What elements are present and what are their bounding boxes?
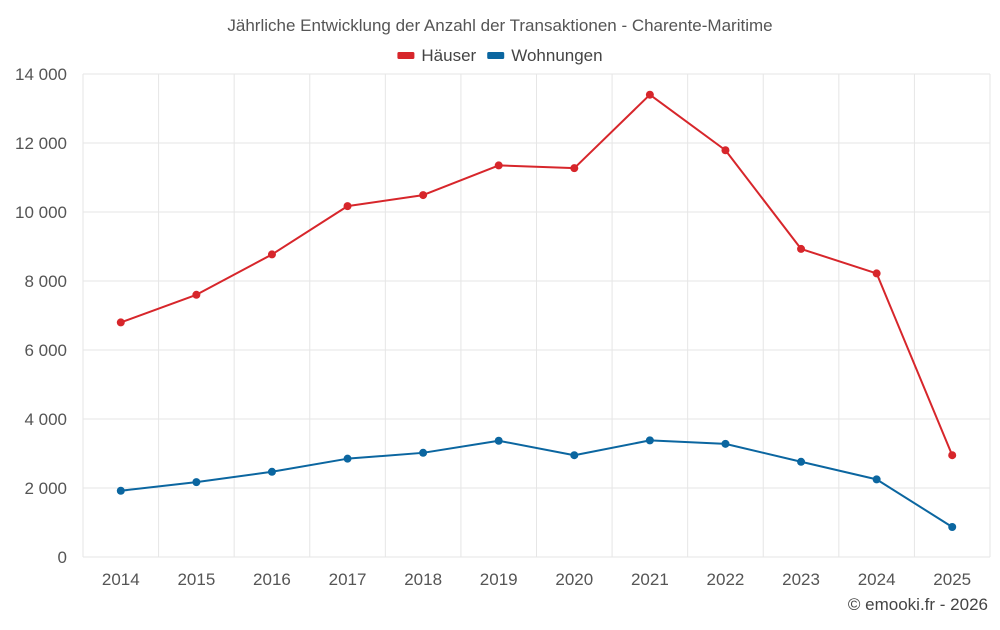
x-tick-label: 2020 — [555, 570, 593, 589]
y-tick-label: 0 — [58, 548, 67, 567]
x-tick-label: 2018 — [404, 570, 442, 589]
data-point[interactable] — [948, 451, 957, 460]
chart-legend: Häuser Wohnungen — [397, 46, 603, 65]
data-point[interactable] — [645, 90, 654, 99]
data-point[interactable] — [192, 290, 201, 299]
x-tick-label: 2019 — [480, 570, 518, 589]
x-axis-tick-labels: 2014 2015 2016 2017 2018 2019 2020 2021 2022 2023… — [102, 570, 971, 589]
legend-label: Häuser — [421, 46, 476, 65]
x-tick-label: 2017 — [329, 570, 367, 589]
data-point[interactable] — [116, 318, 125, 327]
data-point[interactable] — [645, 436, 654, 445]
data-point[interactable] — [948, 522, 957, 531]
legend-swatch — [397, 52, 415, 59]
series-line — [120, 439, 953, 528]
y-tick-label: 4 000 — [24, 410, 67, 429]
y-axis-tick-labels: 0 2 000 4 000 6 000 8 000 10 000 12 000 14 000 — [15, 65, 67, 567]
data-point[interactable] — [797, 244, 806, 253]
data-point[interactable] — [570, 164, 579, 173]
data-point[interactable] — [872, 269, 881, 278]
x-tick-label: 2023 — [782, 570, 820, 589]
data-point[interactable] — [192, 478, 201, 487]
series-group — [116, 90, 957, 531]
data-point[interactable] — [721, 146, 730, 155]
y-tick-label: 6 000 — [24, 341, 67, 360]
horizontal-gridlines — [83, 73, 990, 558]
series-häuser — [116, 90, 957, 460]
x-tick-label: 2014 — [102, 570, 140, 589]
data-point[interactable] — [116, 486, 125, 495]
data-point[interactable] — [494, 436, 503, 445]
x-tick-label: 2022 — [707, 570, 745, 589]
x-tick-label: 2016 — [253, 570, 291, 589]
legend-item[interactable]: Wohnungen — [487, 46, 603, 65]
data-point[interactable] — [872, 475, 881, 484]
x-tick-label: 2024 — [858, 570, 896, 589]
y-tick-label: 10 000 — [15, 203, 67, 222]
data-point[interactable] — [267, 467, 276, 476]
y-tick-label: 12 000 — [15, 134, 67, 153]
y-tick-label: 14 000 — [15, 65, 67, 84]
data-point[interactable] — [267, 250, 276, 259]
legend-label: Wohnungen — [511, 46, 602, 65]
y-tick-label: 2 000 — [24, 479, 67, 498]
y-tick-label: 8 000 — [24, 272, 67, 291]
x-tick-label: 2021 — [631, 570, 669, 589]
data-point[interactable] — [797, 457, 806, 466]
data-point[interactable] — [419, 191, 428, 200]
data-point[interactable] — [721, 439, 730, 448]
x-tick-label: 2025 — [933, 570, 971, 589]
data-point[interactable] — [494, 161, 503, 170]
legend-swatch — [487, 52, 505, 59]
data-point[interactable] — [570, 451, 579, 460]
x-tick-label: 2015 — [177, 570, 215, 589]
chart-title: Jährliche Entwicklung der Anzahl der Tra… — [227, 16, 772, 35]
series-wohnungen — [116, 436, 957, 531]
copyright-credit: © emooki.fr - 2026 — [848, 595, 988, 614]
legend-item[interactable]: Häuser — [397, 46, 477, 65]
vertical-gridlines — [82, 74, 991, 557]
series-line — [120, 93, 954, 456]
data-point[interactable] — [343, 454, 352, 463]
data-point[interactable] — [343, 202, 352, 211]
data-point[interactable] — [419, 448, 428, 457]
